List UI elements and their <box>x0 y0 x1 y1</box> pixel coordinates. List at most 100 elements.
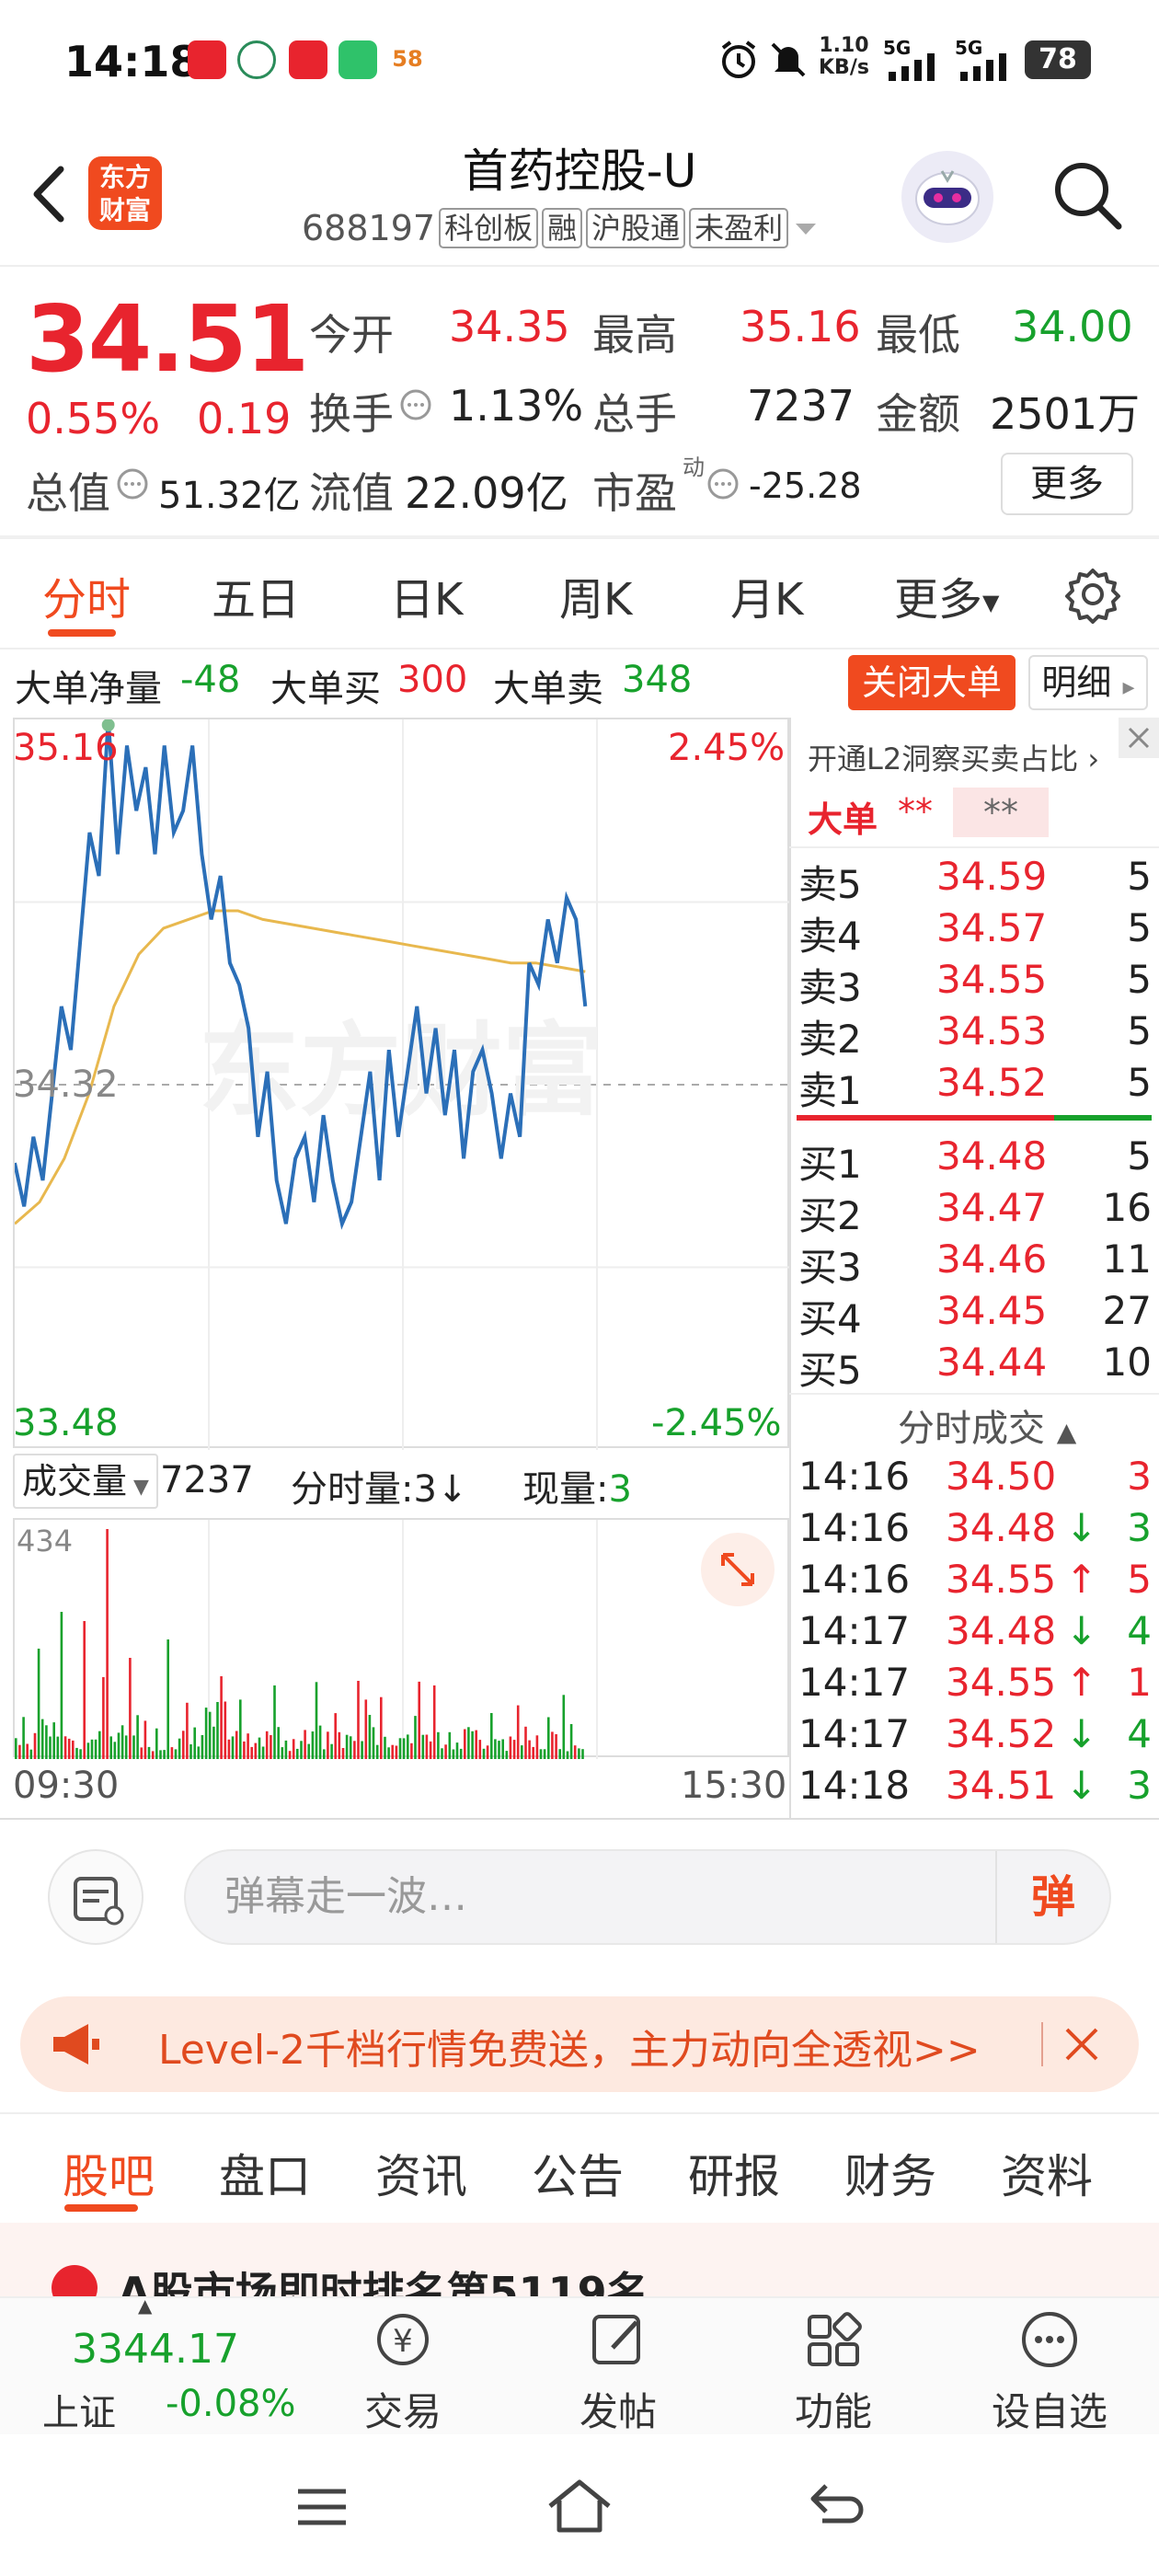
volume-bar <box>323 1749 326 1759</box>
tab-weekly-k[interactable]: 周K <box>559 574 633 626</box>
index-value[interactable]: 3344.17 <box>72 2326 239 2373</box>
back-arrow-icon[interactable] <box>26 162 72 226</box>
big-buy-value: 300 <box>397 659 468 701</box>
info-icon[interactable] <box>706 467 740 500</box>
nav-trade[interactable]: ¥ 交易 <box>355 2307 451 2437</box>
open-value: 34.35 <box>449 302 570 351</box>
back-nav-icon[interactable] <box>806 2480 866 2534</box>
tab-research[interactable]: 研报 <box>688 2150 780 2203</box>
home-icon[interactable] <box>545 2477 614 2536</box>
volume-bar <box>532 1746 534 1759</box>
volume-bar <box>201 1735 204 1759</box>
tab-daily-k[interactable]: 日K <box>390 574 464 626</box>
volume-bar <box>516 1705 520 1759</box>
tab-news[interactable]: 资讯 <box>375 2150 467 2203</box>
tab-announcements[interactable]: 公告 <box>532 2150 624 2203</box>
nav-add-watchlist[interactable]: 设自选 <box>981 2307 1119 2437</box>
amount-value: 2501万 <box>990 389 1141 439</box>
volume-bar <box>357 1681 360 1759</box>
danmu-input[interactable]: 弹幕走一波… <box>184 1849 1111 1945</box>
volume-bar <box>270 1735 272 1759</box>
detail-button[interactable]: 明细 ▸ <box>1028 655 1148 710</box>
sell-row: 卖2 34.53 5 <box>798 1008 1152 1062</box>
assistant-robot-icon[interactable] <box>901 151 993 243</box>
volume-bar <box>166 1639 169 1759</box>
danmu-settings-icon[interactable] <box>48 1849 143 1945</box>
volume-label: 总手 <box>592 389 677 439</box>
volume-bar <box>18 1744 21 1759</box>
stock-subtitle[interactable]: 688197 科创板 融 沪股通 未盈利 <box>302 208 820 248</box>
volume-bar <box>106 1529 109 1759</box>
l2-promo-link[interactable]: 开通L2洞察买卖占比 › <box>808 742 1100 776</box>
tab-finance[interactable]: 财务 <box>844 2150 936 2203</box>
expand-icon[interactable] <box>701 1533 775 1606</box>
volume-bar <box>132 1735 135 1759</box>
volume-bar <box>29 1749 33 1759</box>
banner-text[interactable]: Level-2千档行情免费送，主力动向全透视>> <box>158 2027 981 2074</box>
volume-bar <box>521 1745 523 1759</box>
intraday-chart[interactable]: 东方财富 <box>13 718 791 1450</box>
volume-bar <box>341 1748 345 1759</box>
gear-icon[interactable] <box>1063 565 1122 624</box>
menu-icon[interactable] <box>294 2484 350 2530</box>
volume-bar <box>364 1699 368 1759</box>
signal-label-1: 5G <box>883 37 912 59</box>
volume-bar <box>155 1728 158 1759</box>
volume-bar <box>56 1736 60 1759</box>
nav-functions[interactable]: 功能 <box>786 2307 881 2437</box>
volume-bar <box>273 1685 276 1759</box>
tab-intraday[interactable]: 分时 <box>42 574 132 626</box>
close-big-order-button[interactable]: 关闭大单 <box>848 655 1016 710</box>
tab-guba[interactable]: 股吧 <box>63 2150 155 2203</box>
close-icon[interactable] <box>1119 718 1159 758</box>
mcap-value: 51.32亿 <box>158 475 301 517</box>
ranking-teaser[interactable]: A股市场即时排名第5119名 <box>0 2223 1159 2296</box>
volume-bar <box>120 1725 124 1759</box>
buy-row: 买4 34.45 27 <box>798 1288 1152 1341</box>
index-name[interactable]: 上证 <box>42 2392 116 2434</box>
caret-up-icon: ▲ <box>138 2294 153 2317</box>
caret-down-icon <box>796 224 817 235</box>
tab-profile[interactable]: 资料 <box>1001 2150 1093 2203</box>
volume-selector[interactable]: 成交量 ▼ <box>13 1454 158 1509</box>
close-banner-icon[interactable] <box>1060 2022 1104 2066</box>
tab-more[interactable]: 更多▼ <box>894 574 1000 626</box>
volume-bar <box>143 1720 147 1759</box>
level2-banner[interactable] <box>20 1996 1139 2092</box>
danmu-send-button[interactable]: 弹 <box>995 1851 1109 1943</box>
order-level-label: 卖2 <box>798 1017 862 1062</box>
phone-app-icon <box>339 40 377 79</box>
tick-row: 14:16 34.50 3 <box>798 1454 1152 1499</box>
volume-bar <box>174 1749 178 1759</box>
volume-bar <box>247 1733 249 1759</box>
volume-bar <box>353 1741 356 1759</box>
more-quote-button[interactable]: 更多 <box>1001 453 1133 515</box>
volume-bar <box>441 1748 443 1759</box>
index-change[interactable]: -0.08% <box>166 2383 296 2425</box>
app-logo[interactable]: 东方 财富 <box>88 156 162 230</box>
volume-bar <box>498 1741 500 1759</box>
status-bar: 14:18 58 1.10 KB/s 5G 5G 78 <box>0 0 1159 125</box>
tab-five-day[interactable]: 五日 <box>212 574 301 626</box>
info-icon[interactable] <box>399 388 432 421</box>
volume-bar <box>414 1716 417 1759</box>
volume-chart[interactable] <box>13 1518 789 1759</box>
search-icon[interactable] <box>1049 156 1126 234</box>
volume-bar <box>52 1722 55 1759</box>
volume-bar <box>239 1699 242 1759</box>
volume-bar <box>486 1745 489 1759</box>
volume-bar <box>220 1676 223 1759</box>
volume-bar <box>170 1747 174 1759</box>
big-net-label: 大单净量 <box>15 668 162 710</box>
volume-bar <box>345 1734 349 1759</box>
info-icon[interactable] <box>116 467 149 500</box>
nav-post[interactable]: 发帖 <box>570 2307 666 2437</box>
volume-bar <box>204 1708 208 1759</box>
tab-pankou[interactable]: 盘口 <box>219 2150 311 2203</box>
volume-bar <box>284 1740 288 1759</box>
pe-label: 市盈 <box>592 468 677 518</box>
tab-monthly-k[interactable]: 月K <box>730 574 804 626</box>
float-label: 流值 <box>309 468 394 518</box>
ticks-header[interactable]: 分时成交 ▲ <box>898 1408 1077 1450</box>
volume-bar <box>391 1744 394 1759</box>
